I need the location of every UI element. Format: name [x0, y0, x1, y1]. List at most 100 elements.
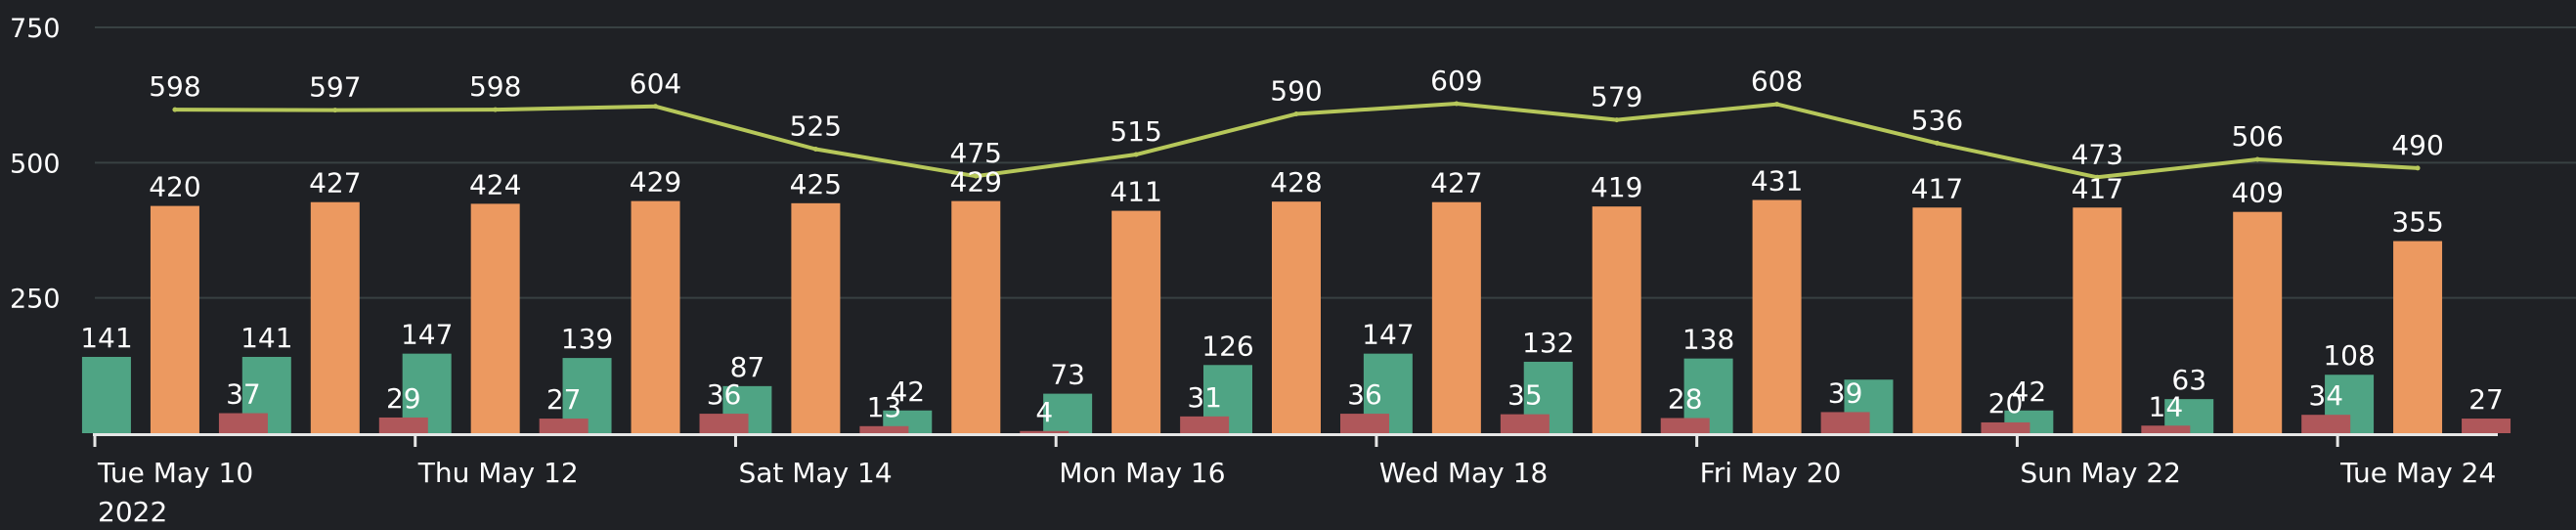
line-value-label: 608: [1751, 66, 1803, 98]
bar-value-label: 28: [1668, 383, 1703, 416]
line-value-label: 597: [309, 71, 361, 104]
bar-value-label: 73: [1050, 359, 1085, 391]
bar: [218, 413, 268, 433]
bar: [951, 200, 1001, 433]
line-value-label: 515: [1110, 115, 1161, 148]
y-tick-label: 750: [10, 14, 61, 44]
x-tick-label: Mon May 16: [1059, 457, 1225, 489]
bar-value-label: 42: [2012, 375, 2047, 408]
bar-value-label: 411: [1110, 176, 1161, 208]
line-value-label: 598: [149, 70, 200, 103]
bar: [2462, 419, 2511, 433]
bar: [1043, 393, 1093, 433]
line-value-label: 598: [469, 70, 521, 103]
bar-value-label: 420: [149, 171, 200, 203]
bar-value-label: 20: [1988, 387, 2024, 420]
bar-value-label: 417: [2072, 172, 2123, 204]
bar: [791, 202, 841, 433]
bar-value-label: 428: [1270, 166, 1322, 199]
bar-value-label: 36: [707, 378, 742, 411]
bar-value-label: 34: [2308, 379, 2343, 412]
bar: [1912, 207, 1962, 433]
bar-value-label: 4: [1035, 396, 1053, 428]
line-value-label: 525: [790, 110, 842, 143]
bar-value-label: 427: [1430, 167, 1482, 199]
line-point: [2094, 174, 2100, 180]
bar-value-label: 132: [1522, 327, 1574, 359]
bar: [1340, 414, 1389, 433]
bar-value-label: 126: [1201, 330, 1253, 362]
line-value-label: 609: [1430, 65, 1482, 97]
bar-value-label: 417: [1911, 172, 1963, 204]
bar-value-label: 429: [950, 166, 1002, 199]
bar-value-label: 429: [630, 166, 681, 199]
line-point: [1454, 101, 1460, 107]
bar: [470, 203, 520, 433]
y-tick-label: 500: [10, 149, 61, 179]
bar: [378, 417, 428, 433]
bar-value-label: 14: [2149, 390, 2184, 422]
line-point: [1934, 140, 1940, 146]
bar-value-label: 27: [2468, 383, 2504, 416]
x-tick-label: Tue May 10: [97, 457, 253, 489]
x-tick-sublabel: 2022: [98, 496, 167, 528]
line-value-label: 536: [1911, 104, 1963, 136]
line-point: [493, 107, 499, 112]
line-point: [1774, 102, 1780, 108]
x-tick-label: Sat May 14: [738, 457, 892, 489]
bar-value-label: 147: [401, 319, 453, 351]
line-point: [2415, 165, 2421, 171]
bar-value-label: 431: [1751, 165, 1803, 198]
bar: [1112, 210, 1161, 433]
bar-value-label: 29: [386, 382, 421, 415]
x-tick-label: Fri May 20: [1700, 457, 1842, 489]
bar: [1500, 414, 1550, 433]
line-value-label: 490: [2391, 129, 2443, 161]
bar: [859, 425, 909, 433]
line-point: [973, 173, 979, 179]
bar: [1820, 412, 1870, 433]
line-point: [653, 104, 659, 110]
line-point: [172, 107, 178, 112]
bar-value-label: 35: [1507, 379, 1543, 412]
bar: [2141, 425, 2191, 433]
bar: [631, 200, 680, 433]
bar-value-label: 419: [1591, 171, 1642, 203]
line-value-label: 506: [2231, 120, 2283, 153]
bar-series: [81, 199, 2511, 433]
line-value-label: 475: [950, 137, 1002, 169]
x-tick-label: Thu May 12: [417, 457, 579, 489]
bar: [1180, 416, 1230, 433]
bar-value-label: 42: [890, 375, 925, 408]
bar: [2301, 415, 2351, 433]
bar-value-label: 13: [867, 391, 902, 423]
line-point: [1293, 111, 1299, 117]
x-tick-label: Tue May 24: [2339, 457, 2496, 489]
bar: [1752, 199, 1802, 433]
bar: [1981, 421, 2030, 433]
bar-value-label: 355: [2391, 206, 2443, 239]
bar-value-label: 425: [790, 168, 842, 200]
bar-value-label: 63: [2171, 364, 2206, 396]
bar-value-label: 39: [1828, 376, 1863, 409]
bar: [1020, 430, 1070, 433]
line-point: [332, 108, 338, 113]
line-value-label: 604: [630, 67, 681, 100]
bar-value-label: 424: [469, 168, 521, 200]
bar: [2393, 241, 2443, 433]
bar-value-label: 31: [1187, 381, 1222, 414]
bar: [150, 205, 199, 433]
bar: [1660, 418, 1710, 433]
line-point: [1133, 152, 1139, 157]
line-point: [2254, 156, 2260, 162]
x-tick-label: Sun May 22: [2020, 457, 2181, 489]
bar-value-label: 409: [2231, 177, 2283, 209]
bar-value-label: 36: [1347, 378, 1382, 411]
bar: [2233, 211, 2283, 433]
bar-value-label: 27: [546, 383, 582, 416]
bar-value-label: 138: [1682, 324, 1734, 356]
axes: 250 500 750 Tue May 10 2022 Thu May 12 Sat May…: [10, 14, 2498, 528]
bar: [310, 201, 360, 433]
bar-value-label: 108: [2323, 339, 2375, 372]
